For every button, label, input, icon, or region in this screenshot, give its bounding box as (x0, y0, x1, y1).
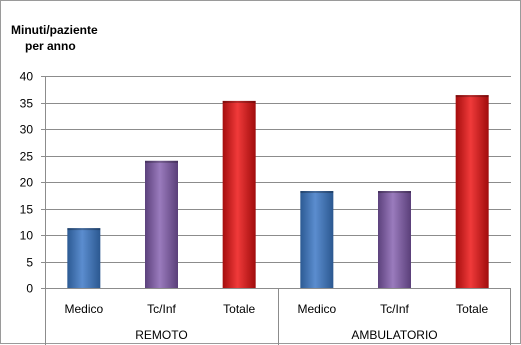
bar (455, 95, 489, 288)
x-category-label: Totale (456, 302, 488, 316)
bar-top-edge (67, 228, 101, 231)
y-tick-label: 10 (20, 229, 34, 243)
y-tick-label: 40 (20, 70, 34, 84)
y-tick-label: 5 (26, 256, 33, 270)
y-axis-title-line-1: Minuti/paziente (11, 23, 98, 37)
x-group-label: AMBULATORIO (351, 328, 437, 342)
bar (378, 191, 411, 288)
x-category-label: Tc/Inf (147, 302, 176, 316)
y-tick-label: 30 (20, 123, 34, 137)
bar-top-edge (300, 191, 334, 194)
y-tick-label: 15 (20, 203, 34, 217)
y-axis-title-line-2: per anno (25, 39, 76, 53)
y-tick-label: 35 (20, 97, 34, 111)
x-category-label: Medico (297, 302, 336, 316)
y-tick-label: 25 (20, 150, 34, 164)
x-category-label: Medico (64, 302, 103, 316)
bar (67, 228, 101, 288)
bar-top-edge (455, 95, 489, 98)
y-tick-label: 0 (26, 282, 33, 296)
bar-top-edge (222, 100, 256, 103)
x-group-label: REMOTO (135, 328, 187, 342)
bar-top-edge (145, 160, 178, 163)
bar (300, 191, 334, 288)
bar (145, 160, 178, 288)
x-category-label: Totale (223, 302, 255, 316)
y-tick-label: 20 (20, 176, 34, 190)
bar (222, 100, 256, 288)
y-axis-title: Minuti/paziente per anno (11, 22, 98, 54)
x-category-label: Tc/Inf (380, 302, 409, 316)
bar-top-edge (378, 191, 411, 194)
